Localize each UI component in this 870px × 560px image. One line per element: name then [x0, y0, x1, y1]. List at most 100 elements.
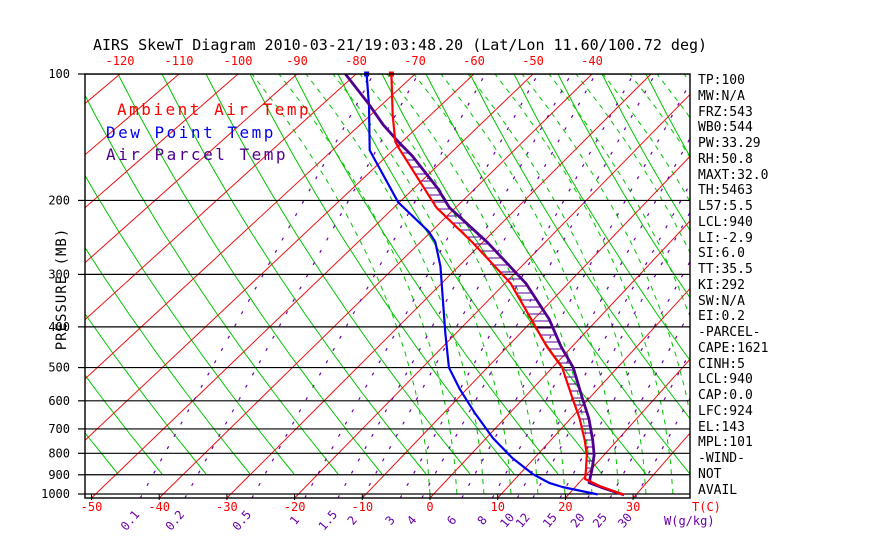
stat-line-not: NOT	[698, 466, 722, 482]
temp-tick-label-top: -80	[345, 54, 367, 68]
stat-line-lcl: LCL:940	[698, 214, 753, 230]
stat-line-parcel: -PARCEL-	[698, 325, 761, 340]
chart-title: AIRS SkewT Diagram 2010-03-21/19:03:48.2…	[92, 36, 708, 54]
mixing-ratio-label: 3	[382, 513, 397, 528]
mixing-ratio-label: 25	[590, 510, 610, 530]
stat-line-frz: FRZ:543	[698, 104, 753, 120]
pressure-tick-label: 400	[48, 320, 70, 334]
isotherm-line	[85, 74, 180, 156]
isotherm-line	[85, 74, 239, 209]
temp-tick-label-top: -120	[106, 54, 135, 68]
stats-panel: TP:100 MW:N/A FRZ:543 WB0:544 PW:33.29 RH:50.…	[698, 73, 868, 498]
stat-line-pw: PW:33.29	[698, 136, 761, 151]
mixing-ratio-line	[361, 74, 597, 498]
mixing-ratio-label: 8	[475, 513, 490, 528]
isotherm-line	[158, 74, 593, 498]
air-parcel-curve	[344, 74, 625, 497]
legend-air-parcel-temp: Air Parcel Temp	[106, 145, 288, 164]
moist-adiabat-line	[251, 74, 431, 495]
stat-line-ki: KI:292	[698, 277, 745, 293]
pressure-tick-label: 800	[48, 446, 70, 460]
stat-line-cape: CAPE:1621	[698, 340, 769, 356]
moist-adiabat-line	[413, 74, 593, 495]
temp-tick-label-bottom: 10	[490, 500, 504, 514]
pressure-tick-label: 1000	[41, 487, 70, 501]
dry-adiabat-line	[85, 313, 207, 475]
pressure-tick-label: 500	[48, 361, 70, 375]
temp-unit-label: T(C)	[692, 500, 721, 514]
stat-line-tt: TT:35.5	[698, 262, 753, 277]
temp-tick-label-bottom: -40	[148, 500, 170, 514]
isotherm-line	[85, 74, 298, 264]
moist-adiabat-line	[359, 74, 539, 495]
temp-tick-label-top: -100	[224, 54, 253, 68]
isotherm-line	[361, 155, 690, 498]
pressure-tick-label: 700	[48, 422, 70, 436]
stat-line-li: LI:-2.9	[698, 230, 753, 246]
moist-adiabat-line	[278, 74, 458, 495]
legend-dew-point-temp: Dew Point Temp	[106, 123, 276, 142]
mixing-ratio-label: 2	[345, 513, 360, 528]
mixing-ratio-label: 1.5	[316, 508, 341, 534]
temp-tick-label-top: -110	[165, 54, 194, 68]
stat-line-avail: AVAIL	[698, 482, 738, 498]
temp-tick-label-top: -40	[581, 54, 603, 68]
isotherm-line	[85, 74, 475, 442]
temp-tick-label-bottom: -10	[351, 500, 373, 514]
temp-tick-label-bottom: 0	[426, 500, 433, 514]
stat-line-wind: -WIND-	[698, 451, 745, 466]
mixing-ratio-label: 6	[444, 513, 459, 528]
mixing-ratio-line	[337, 74, 572, 498]
mixing-ratio-line	[421, 74, 656, 498]
stat-line-l57: L57:5.5	[698, 199, 753, 214]
temp-tick-label-bottom: -50	[81, 500, 103, 514]
dry-adiabat-line	[601, 74, 690, 232]
temp-tick-label-bottom: -30	[216, 500, 238, 514]
mixing-ratio-line	[461, 81, 690, 498]
mixing-ratio-label: 1	[287, 513, 302, 528]
stat-line-mw: MW:N/A	[698, 88, 745, 104]
stat-line-si: SI:6.0	[698, 246, 745, 262]
isotherm-line	[429, 220, 690, 498]
dew-point-curve	[365, 74, 598, 496]
pressure-tick-label: 100	[48, 67, 70, 81]
isotherm-line	[497, 287, 690, 498]
stat-line-wb0: WB0:544	[698, 120, 753, 136]
stat-line-lfc: LFC:924	[698, 403, 753, 419]
mixing-ratio-label: 4	[404, 513, 419, 528]
pressure-axis-label: PRESSURE (MB)	[54, 227, 70, 351]
stat-line-th: TH:5463	[698, 183, 753, 199]
stat-line-mpl: MPL:101	[698, 435, 753, 451]
mixing-ratio-label: 0.1	[118, 508, 143, 534]
stat-line-cap: CAP:0.0	[698, 388, 753, 403]
mixing-unit-label: W(g/kg)	[664, 514, 715, 528]
stat-line-rh: RH:50.8	[698, 151, 753, 167]
temp-tick-label-bottom: 30	[626, 500, 640, 514]
mixing-ratio-label: 15	[540, 510, 560, 530]
dry-adiabat-line	[85, 374, 163, 475]
dry-adiabat-line	[645, 74, 690, 158]
stat-line-cinh: CINH:5	[698, 356, 745, 372]
temp-tick-label-bottom: 20	[558, 500, 572, 514]
isotherm-line	[226, 74, 652, 498]
stat-line-el: EL:143	[698, 419, 745, 435]
temp-tick-label-top: -70	[404, 54, 426, 68]
temp-tick-label-top: -60	[463, 54, 485, 68]
moist-adiabat-line	[305, 74, 485, 495]
moist-adiabat-line	[440, 74, 620, 495]
isotherm-line	[85, 74, 416, 380]
temp-tick-label-bottom: -20	[284, 500, 306, 514]
moist-adiabat-line	[386, 74, 566, 495]
temp-tick-label-top: -90	[286, 54, 308, 68]
mixing-ratio-label: 12	[513, 510, 533, 530]
moist-adiabat-line	[467, 74, 647, 495]
pressure-tick-label: 300	[48, 267, 70, 281]
plot-border	[84, 73, 691, 499]
stat-line-maxt: MAXT:32.0	[698, 167, 769, 183]
isotherm-line	[91, 74, 534, 498]
temp-tick-label-top: -50	[522, 54, 544, 68]
legend-ambient-air-temp: Ambient Air Temp	[117, 100, 312, 119]
isotherm-line	[565, 358, 690, 498]
